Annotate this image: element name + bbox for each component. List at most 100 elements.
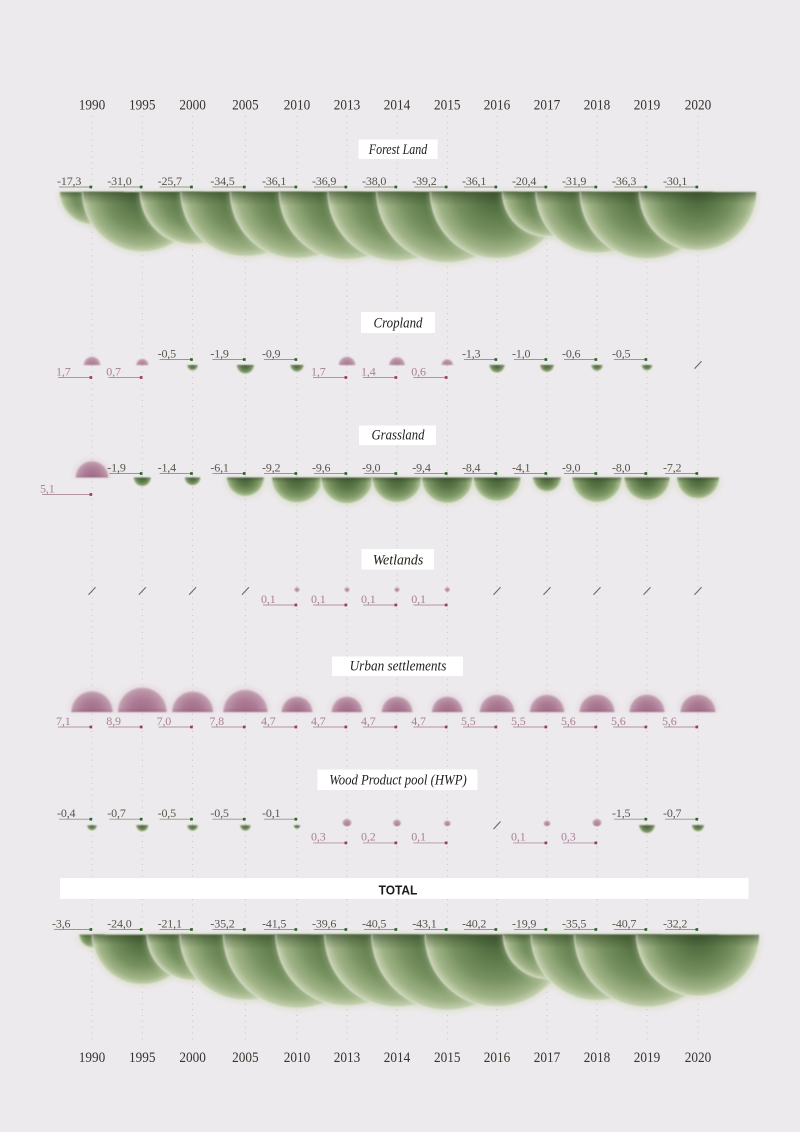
svg-text:-9,0: -9,0 [562, 460, 581, 474]
svg-text:2005: 2005 [232, 98, 259, 114]
svg-text:Urban settlements: Urban settlements [350, 658, 447, 674]
svg-text:2019: 2019 [634, 98, 661, 114]
svg-text:Wood Product pool (HWP): Wood Product pool (HWP) [329, 773, 467, 789]
svg-text:5,5: 5,5 [461, 714, 476, 728]
svg-text:-40,2: -40,2 [462, 916, 486, 930]
svg-text:5,6: 5,6 [561, 714, 576, 728]
svg-text:Wetlands: Wetlands [373, 552, 424, 568]
svg-text:2010: 2010 [284, 98, 311, 114]
svg-text:-0,5: -0,5 [158, 346, 177, 360]
svg-text:-25,7: -25,7 [158, 174, 182, 188]
svg-text:-36,1: -36,1 [462, 174, 486, 188]
svg-text:0,1: 0,1 [261, 592, 276, 606]
svg-text:0,7: 0,7 [106, 364, 121, 378]
svg-text:7,8: 7,8 [209, 714, 224, 728]
svg-text:-8,0: -8,0 [612, 460, 631, 474]
svg-text:-35,2: -35,2 [210, 916, 234, 930]
svg-text:-9,4: -9,4 [412, 460, 431, 474]
svg-text:-9,2: -9,2 [262, 460, 281, 474]
svg-text:-39,6: -39,6 [312, 916, 336, 930]
svg-text:-1,9: -1,9 [107, 460, 126, 474]
svg-text:-1,0: -1,0 [512, 346, 531, 360]
svg-text:-32,2: -32,2 [663, 916, 687, 930]
svg-text:-41,5: -41,5 [262, 916, 286, 930]
svg-text:0,1: 0,1 [511, 830, 526, 844]
svg-text:-8,4: -8,4 [462, 460, 481, 474]
svg-text:2020: 2020 [685, 98, 712, 114]
svg-text:8,9: 8,9 [106, 714, 121, 728]
svg-text:4,7: 4,7 [411, 714, 426, 728]
svg-text:-1,5: -1,5 [612, 806, 631, 820]
svg-text:4,7: 4,7 [311, 714, 326, 728]
svg-text:7,0: 7,0 [157, 714, 172, 728]
svg-text:2020: 2020 [685, 1050, 712, 1066]
svg-text:5,5: 5,5 [511, 714, 526, 728]
svg-text:-21,1: -21,1 [158, 916, 182, 930]
svg-text:0,3: 0,3 [311, 830, 326, 844]
svg-text:-17,3: -17,3 [57, 174, 81, 188]
svg-text:2000: 2000 [179, 98, 206, 114]
svg-text:-30,1: -30,1 [663, 174, 687, 188]
svg-text:-7,2: -7,2 [663, 460, 682, 474]
svg-text:-38,0: -38,0 [362, 174, 386, 188]
svg-text:-3,6: -3,6 [52, 916, 71, 930]
svg-text:0,6: 0,6 [411, 364, 426, 378]
svg-text:-40,5: -40,5 [362, 916, 386, 930]
svg-text:5,6: 5,6 [611, 714, 626, 728]
svg-text:2005: 2005 [232, 1050, 259, 1066]
svg-text:2014: 2014 [384, 98, 411, 114]
svg-text:2017: 2017 [534, 98, 561, 114]
svg-text:-0,5: -0,5 [158, 806, 177, 820]
svg-text:2013: 2013 [334, 1050, 361, 1066]
svg-text:2013: 2013 [334, 98, 361, 114]
svg-text:0,1: 0,1 [311, 592, 326, 606]
svg-text:-0,7: -0,7 [107, 806, 126, 820]
svg-text:0,1: 0,1 [411, 592, 426, 606]
svg-text:-9,0: -9,0 [362, 460, 381, 474]
svg-text:-36,3: -36,3 [612, 174, 636, 188]
svg-text:-35,5: -35,5 [562, 916, 586, 930]
svg-text:7,1: 7,1 [56, 714, 71, 728]
svg-text:-1,4: -1,4 [158, 460, 177, 474]
svg-text:2016: 2016 [484, 98, 511, 114]
svg-text:-34,5: -34,5 [210, 174, 234, 188]
svg-text:Grassland: Grassland [372, 428, 425, 444]
svg-text:-31,9: -31,9 [562, 174, 586, 188]
svg-text:1,4: 1,4 [361, 364, 376, 378]
svg-text:1990: 1990 [79, 98, 106, 114]
svg-text:-1,9: -1,9 [210, 346, 229, 360]
svg-text:-0,7: -0,7 [663, 806, 682, 820]
svg-text:0,2: 0,2 [361, 830, 376, 844]
svg-text:-1,3: -1,3 [462, 346, 481, 360]
svg-text:Forest Land: Forest Land [368, 142, 428, 158]
svg-text:0,1: 0,1 [411, 830, 426, 844]
svg-text:2000: 2000 [179, 1050, 206, 1066]
svg-text:-0,6: -0,6 [562, 346, 581, 360]
svg-text:-39,2: -39,2 [412, 174, 436, 188]
svg-text:4,7: 4,7 [361, 714, 376, 728]
svg-text:2014: 2014 [384, 1050, 411, 1066]
svg-text:-0,5: -0,5 [612, 346, 631, 360]
svg-text:0,1: 0,1 [361, 592, 376, 606]
svg-text:-43,1: -43,1 [412, 916, 436, 930]
svg-text:-6,1: -6,1 [210, 460, 229, 474]
svg-text:1,7: 1,7 [311, 364, 326, 378]
svg-text:-0,1: -0,1 [262, 806, 281, 820]
svg-text:2018: 2018 [584, 98, 611, 114]
svg-text:-31,0: -31,0 [107, 174, 131, 188]
svg-text:4,7: 4,7 [261, 714, 276, 728]
svg-text:5,6: 5,6 [662, 714, 677, 728]
svg-text:-0,9: -0,9 [262, 346, 281, 360]
svg-text:2017: 2017 [534, 1050, 561, 1066]
svg-text:2018: 2018 [584, 1050, 611, 1066]
svg-text:-4,1: -4,1 [512, 460, 531, 474]
svg-text:TOTAL: TOTAL [379, 882, 418, 897]
svg-text:1990: 1990 [79, 1050, 106, 1066]
svg-text:2010: 2010 [284, 1050, 311, 1066]
svg-text:-9,6: -9,6 [312, 460, 331, 474]
svg-text:1995: 1995 [129, 98, 156, 114]
svg-text:2015: 2015 [434, 1050, 461, 1066]
svg-text:2016: 2016 [484, 1050, 511, 1066]
svg-text:-0,4: -0,4 [57, 806, 76, 820]
svg-text:2019: 2019 [634, 1050, 661, 1066]
